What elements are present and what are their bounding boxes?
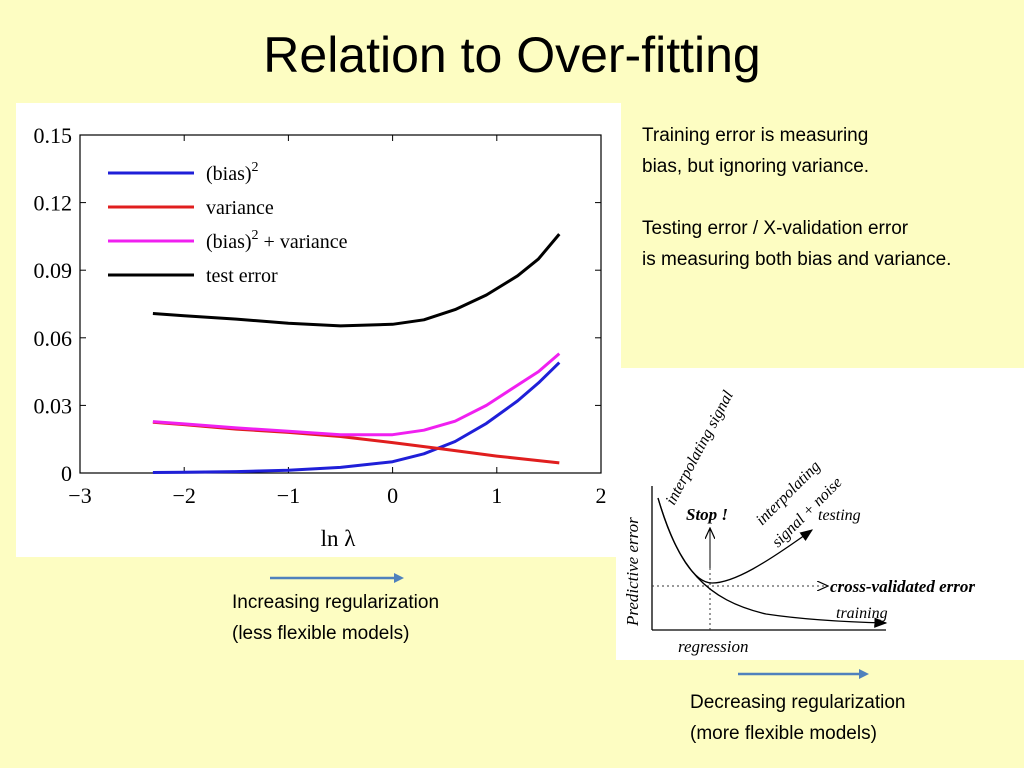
- y-tick-label: 0: [61, 461, 72, 486]
- slide-title: Relation to Over-fitting: [263, 27, 761, 83]
- training-label: training: [836, 605, 888, 622]
- cv-error-label: cross-validated error: [830, 577, 975, 596]
- caption-increasing-line1: Increasing regularization: [232, 592, 440, 613]
- testing-label: testing: [818, 507, 861, 524]
- y-tick-label: 0.06: [34, 326, 73, 351]
- caption-decreasing-line2: (more flexible models): [690, 723, 877, 744]
- legend-label-0: (bias)2: [206, 160, 259, 185]
- x-tick-label: −1: [277, 483, 300, 508]
- x-tick-label: −3: [68, 483, 91, 508]
- legend-label-3: test error: [206, 265, 278, 287]
- diagram-panel: Predictive error regression interpolatin…: [616, 368, 1024, 660]
- x-tick-label: 1: [491, 483, 502, 508]
- y-tick-label: 0.09: [34, 258, 73, 283]
- series-line-1: [152, 420, 560, 465]
- y-tick-label: 0.03: [34, 393, 73, 418]
- interpolating-signal-label: interpolating signal: [663, 388, 738, 508]
- plot-frame: [79, 134, 602, 474]
- stop-label: Stop !: [686, 505, 728, 524]
- caption-decreasing-line1: Decreasing regularization: [690, 692, 906, 713]
- bias-variance-chart: −3 −2 −1 0 1 2 0 0.03 0.06 0.09 0.12 0.15 (bias)2 va…: [34, 123, 607, 551]
- chart-panel: −3 −2 −1 0 1 2 0 0.03 0.06 0.09 0.12 0.15 (bias)2 va…: [16, 103, 621, 557]
- increasing-regularization-arrow: [270, 573, 404, 583]
- y-tick-label: 0.12: [34, 191, 73, 216]
- side-note: Training error is measuring bias, but ig…: [642, 120, 951, 275]
- series-line-0: [152, 361, 561, 474]
- x-tick-label: 2: [596, 483, 607, 508]
- legend-label-1: variance: [206, 197, 274, 219]
- x-tick-label: 0: [387, 483, 398, 508]
- legend-label-2: (bias)2 + variance: [206, 228, 348, 253]
- side-note-line4: is measuring both bias and variance.: [642, 249, 952, 270]
- caption-decreasing: Decreasing regularization (more flexible…: [690, 687, 905, 749]
- x-tick-label: −2: [172, 483, 195, 508]
- side-note-line1: Training error is measuring: [642, 125, 869, 146]
- caption-increasing: Increasing regularization (less flexible…: [232, 587, 439, 649]
- series-line-2: [152, 352, 561, 437]
- side-note-line2: bias, but ignoring variance.: [642, 156, 870, 177]
- chart-x-axis-label: ln λ: [321, 526, 357, 551]
- side-note-line3: Testing error / X-validation error: [642, 218, 909, 239]
- training-curve: [657, 497, 888, 628]
- diagram-x-label: regression: [678, 637, 749, 656]
- predictive-error-diagram: Predictive error regression interpolatin…: [623, 388, 975, 656]
- diagram-y-label: Predictive error: [623, 517, 642, 627]
- caption-increasing-line2: (less flexible models): [232, 623, 410, 644]
- y-tick-label: 0.15: [34, 123, 73, 148]
- decreasing-regularization-arrow: [738, 669, 869, 679]
- series-line-3: [152, 233, 561, 328]
